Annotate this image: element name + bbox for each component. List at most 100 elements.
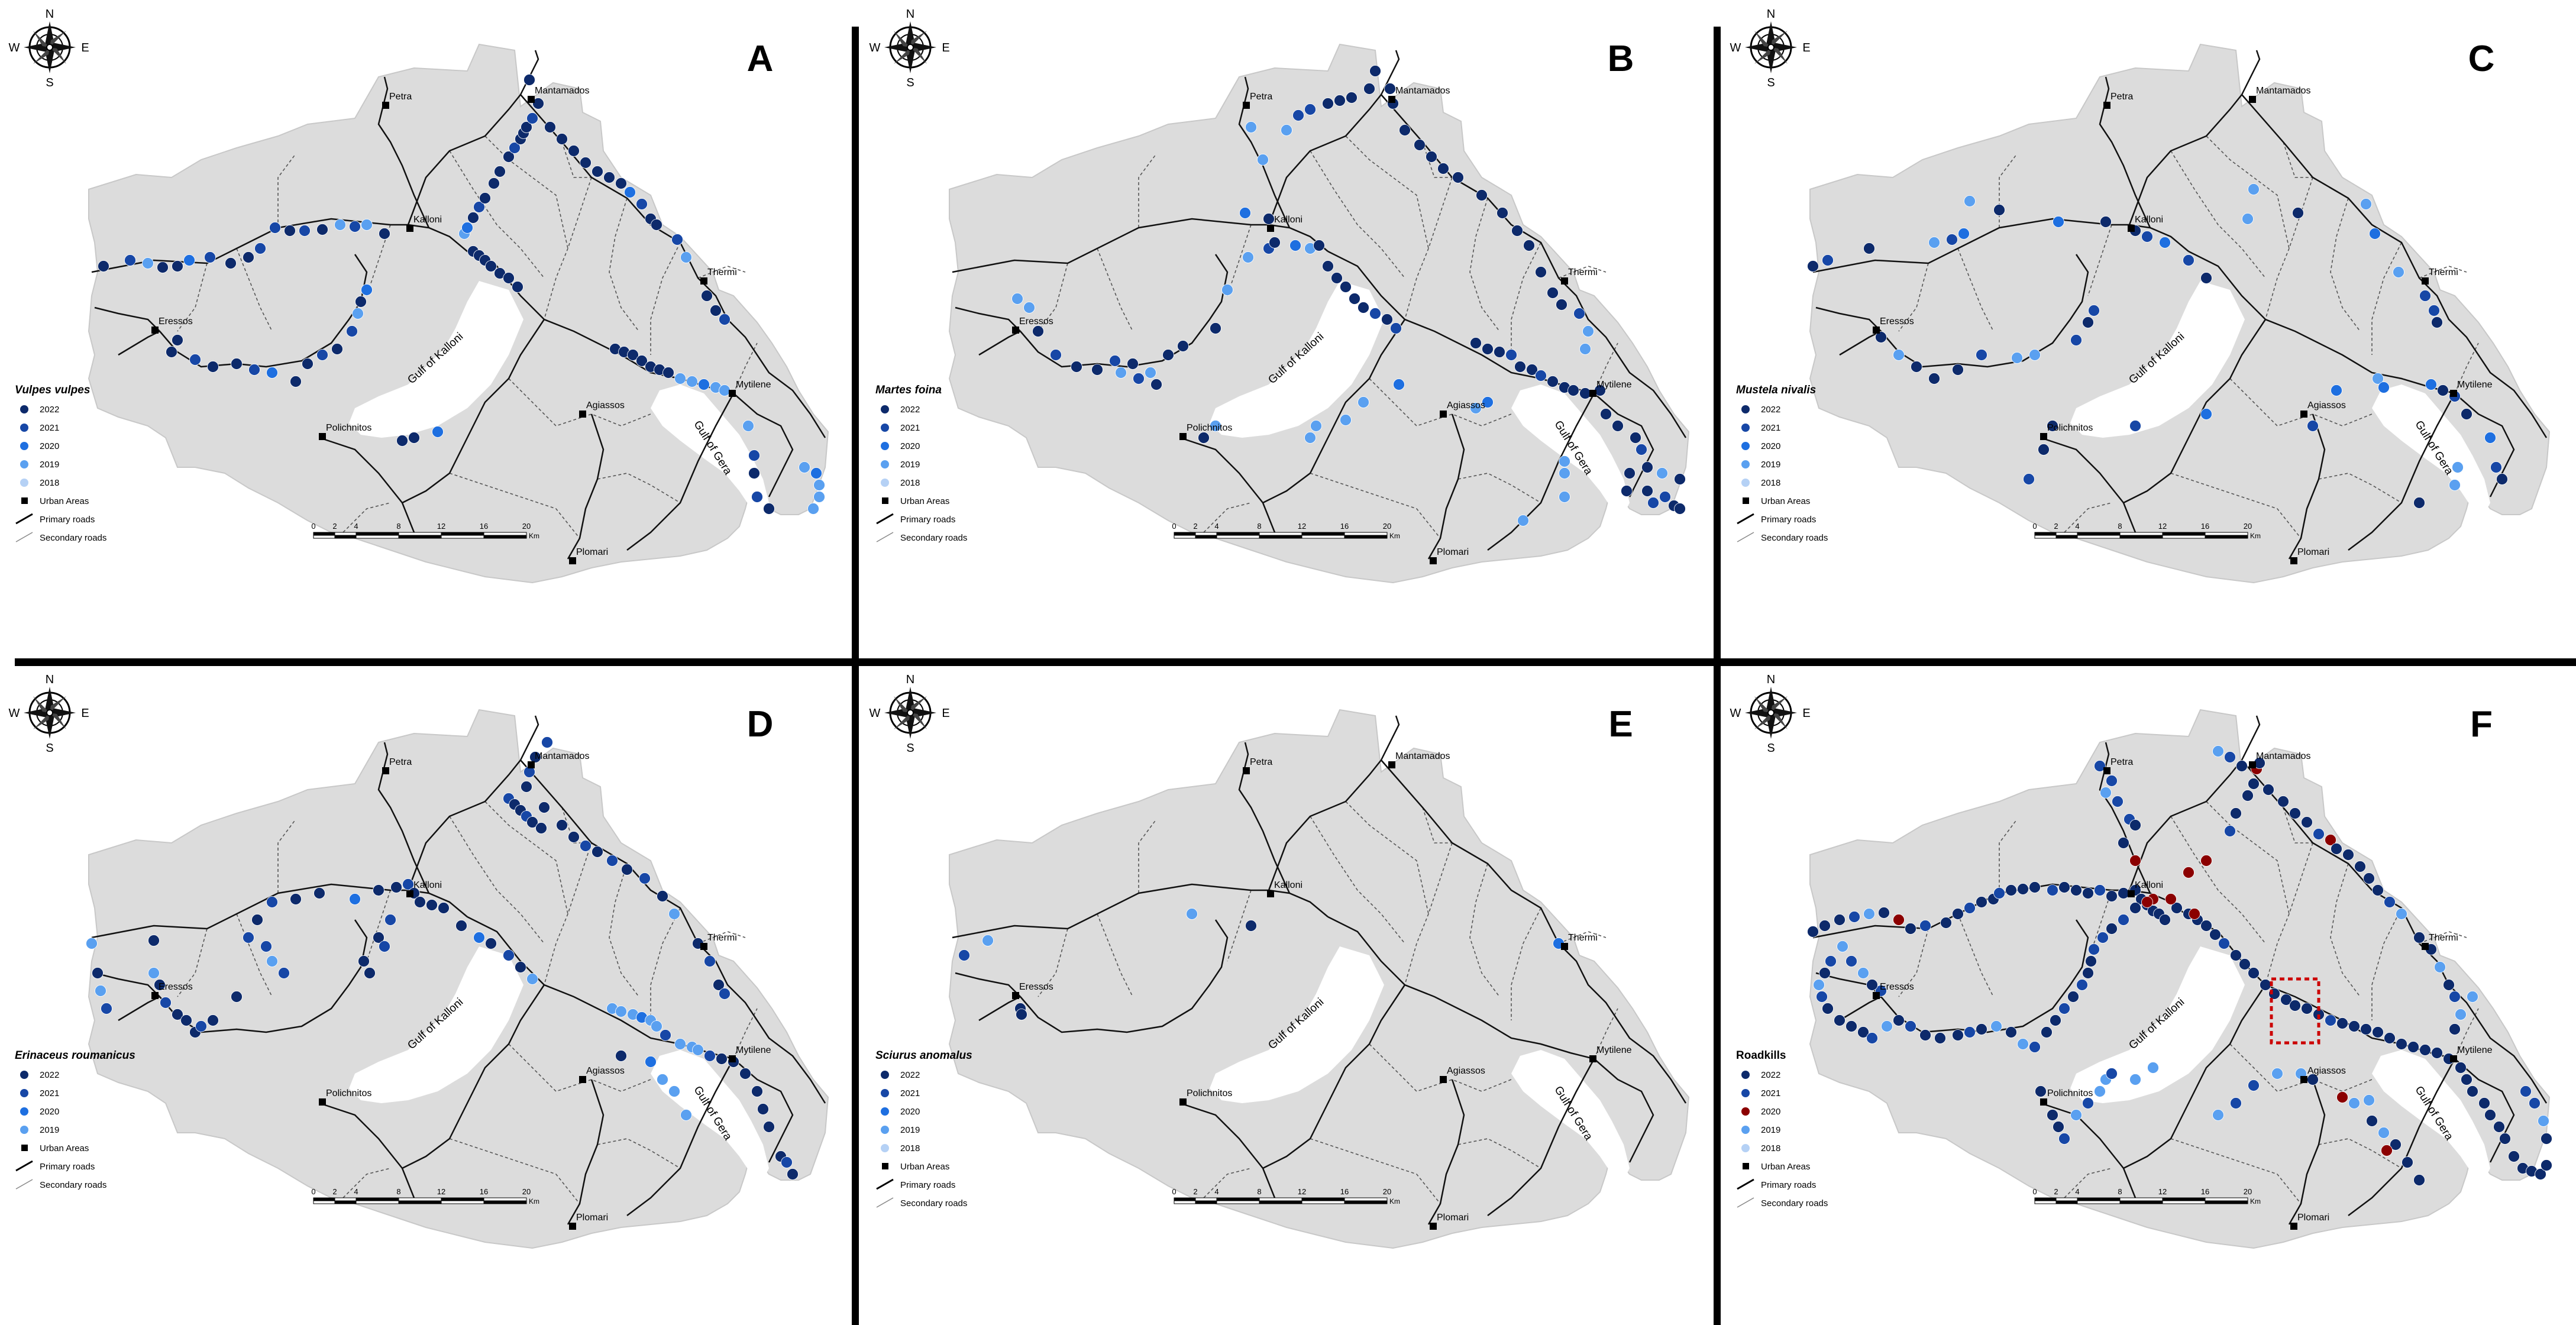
roadkill-point: [1952, 364, 1964, 376]
roadkill-point: [266, 367, 278, 379]
roadkill-point: [2428, 305, 2440, 316]
scale-label: 0: [311, 522, 315, 531]
place-label: Mantamados: [1395, 86, 1450, 96]
legend-label: 2022: [900, 1070, 920, 1080]
roadkill-point: [627, 349, 639, 361]
secondary-road: [449, 473, 580, 539]
roadkill-point: [2461, 1074, 2472, 1085]
roadkill-point: [2263, 784, 2274, 796]
scale-segment: [334, 1200, 357, 1204]
roadkill-point: [1331, 272, 1343, 284]
roadkill-point: [1340, 281, 1352, 293]
roadkill-point: [787, 1168, 799, 1180]
compass-w-label: W: [870, 707, 881, 720]
roadkill-point: [414, 896, 426, 908]
primary-road: [1487, 393, 1595, 551]
legend-label: Primary roads: [40, 1162, 95, 1172]
compass-star-minor: [33, 696, 50, 713]
secondary-road: [1310, 1138, 1441, 1204]
legend-label: 2019: [1761, 1125, 1780, 1135]
roadkill-point: [1016, 1009, 1027, 1020]
roadkill-point: [269, 222, 281, 234]
scale-segment: [1301, 1200, 1345, 1204]
secondary-road: [484, 801, 568, 914]
legend-swatch: [20, 460, 28, 468]
roadkill-point: [1819, 967, 1831, 979]
roadkill-point: [615, 177, 627, 189]
roadkill-point: [124, 254, 136, 266]
roadkill-point: [2396, 908, 2407, 920]
roadkill-point: [316, 349, 328, 361]
urban-area-marker: [1243, 767, 1250, 774]
legend-label: 2020: [1761, 1107, 1780, 1117]
place-label: Agiassos: [586, 400, 625, 411]
roadkill-point: [2449, 479, 2461, 491]
secondary-road: [697, 266, 746, 279]
legend-label: 2019: [40, 1125, 59, 1135]
compass-star-minor: [1771, 47, 1788, 64]
roadkill-point: [331, 343, 343, 355]
roadkill-point: [1624, 467, 1636, 479]
roadkill-point: [1349, 293, 1360, 305]
roadkill-point: [154, 979, 166, 991]
roadkill-point: [2313, 828, 2325, 840]
roadkill-point: [1866, 1032, 1878, 1044]
secondary-road: [449, 816, 545, 944]
place-label: Plomari: [576, 1213, 608, 1223]
primary-road: [1381, 760, 1687, 1104]
place-label: Kalloni: [1274, 215, 1302, 225]
panel-letter: B: [1608, 38, 1634, 79]
scale-segment: [1174, 1197, 1196, 1201]
secondary-road: [1511, 242, 1541, 355]
roadkill-point: [1470, 402, 1482, 414]
legend-label: 2019: [900, 1125, 920, 1135]
roadkill-point: [1600, 408, 1612, 420]
roadkill-point: [2242, 790, 2254, 802]
roadkill-point: [2419, 1044, 2431, 1056]
roadkill-point: [2058, 1003, 2070, 1014]
scale-segment: [2162, 535, 2206, 539]
roadkill-point: [204, 251, 216, 263]
urban-area-marker: [2300, 1076, 2307, 1083]
compass-s-label: S: [906, 76, 914, 89]
place-label: Plomari: [2297, 1213, 2329, 1223]
place-label: Plomari: [576, 547, 608, 557]
roadkill-point: [1834, 914, 1845, 926]
scale-segment: [1344, 535, 1388, 539]
compass-w-label: W: [1730, 707, 1741, 720]
secondary-road: [1511, 907, 1541, 1020]
urban-area-marker: [2128, 890, 2135, 897]
primary-road: [567, 413, 605, 560]
roadkill-point: [671, 234, 683, 245]
legend-swatch: [1741, 442, 1750, 450]
roadkill-point: [2053, 216, 2064, 228]
compass-star-minor: [50, 696, 66, 713]
roadkill-point: [2467, 991, 2478, 1003]
secondary-road: [342, 1168, 391, 1198]
scale-label: 12: [437, 1187, 445, 1196]
scale-segment: [1216, 1200, 1260, 1204]
compass-star-minor: [1754, 47, 1771, 64]
roadkill-point: [92, 967, 104, 979]
urban-area-marker: [2249, 96, 2256, 103]
urban-area-marker: [1589, 1055, 1596, 1062]
gulf-kalloni-water: [1210, 281, 1384, 438]
roadkill-point: [2384, 896, 2396, 908]
roadkill-point: [751, 1085, 763, 1097]
scale-label: 20: [522, 522, 531, 531]
place-label: Mantamados: [1395, 751, 1450, 761]
gulf-kalloni-water: [349, 281, 523, 438]
legend-swatch: [20, 1107, 28, 1116]
scale-segment: [2055, 532, 2078, 536]
scale-segment: [313, 532, 335, 536]
roadkill-point: [2402, 1156, 2413, 1168]
roadkill-point: [2325, 834, 2336, 846]
primary-road: [2348, 393, 2456, 551]
roadkill-point: [2200, 272, 2212, 284]
roadkill-point: [2331, 843, 2342, 855]
roadkill-point: [1210, 322, 1221, 334]
roadkill-point: [1928, 237, 1940, 248]
roadkill-point: [2082, 887, 2094, 899]
urban-area-marker: [2422, 277, 2429, 285]
roadkill-point: [1071, 361, 1082, 373]
